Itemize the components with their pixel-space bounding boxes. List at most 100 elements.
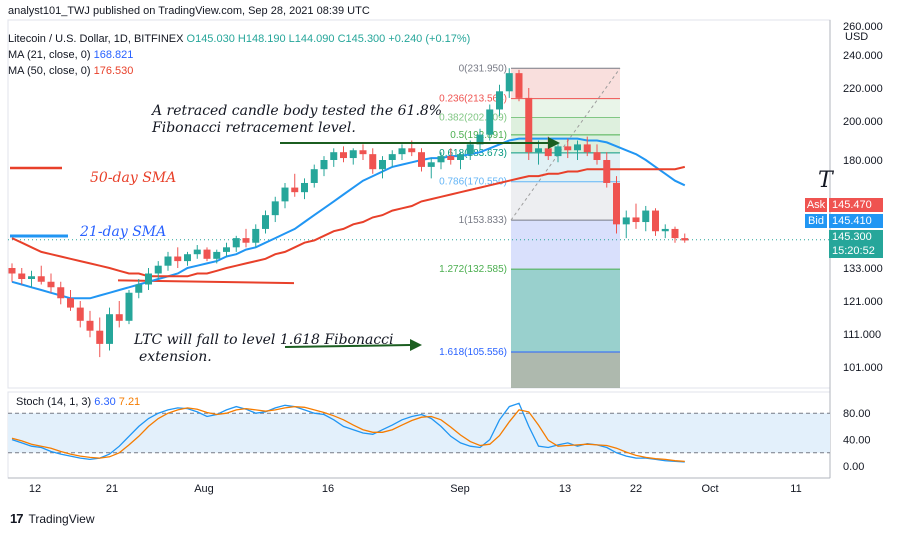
time-axis-tick: 11: [790, 483, 801, 495]
candle-body: [96, 330, 104, 344]
time-axis-tick: Oct: [701, 483, 718, 495]
annotation-arrow: [284, 344, 411, 348]
ask-price-tag: 145.470: [829, 198, 883, 212]
stoch-axis-tick: 40.00: [843, 435, 871, 447]
price-axis-tick: 101.000: [843, 362, 883, 374]
candle-body: [671, 228, 679, 239]
time-axis-tick: 13: [559, 483, 571, 495]
fib-zone: [511, 117, 620, 135]
candle-body: [320, 160, 328, 170]
candle-body: [369, 154, 377, 170]
footer[interactable]: 17 TradingView: [10, 511, 95, 526]
fib-trend-line: [510, 67, 621, 221]
candle-body: [67, 298, 74, 308]
stoch-band: [8, 413, 830, 453]
legend-row-ma21[interactable]: MA (21, close, 0) 168.821: [8, 47, 470, 63]
arrow-head-icon: [410, 339, 422, 351]
candle-body: [613, 182, 620, 225]
fib-level-label: 0.382(202.109): [439, 113, 507, 124]
candle-body: [359, 150, 367, 155]
candle-body: [57, 287, 65, 299]
symbol-label[interactable]: Litecoin / U.S. Dollar, 1D, BITFINEX: [8, 33, 184, 45]
candle-body: [554, 146, 562, 157]
candle-body: [496, 91, 503, 110]
price-axis-tick: 133.000: [843, 263, 883, 275]
fall-annotation: LTC will fall to level 1.618 Fibonacci e…: [134, 332, 393, 366]
candle-body: [76, 307, 84, 321]
time-axis-tick: Sep: [450, 483, 470, 495]
time-axis-tick: Aug: [194, 483, 214, 495]
candle-body: [427, 162, 435, 167]
candle-body: [193, 249, 201, 255]
t-marker: T: [818, 168, 833, 193]
candle-body: [242, 238, 250, 243]
candle-body: [203, 249, 211, 259]
ma50-line: [11, 165, 686, 278]
candle-body: [232, 238, 240, 248]
stoch-d-value: 7.21: [118, 396, 141, 408]
candle-body: [301, 182, 308, 193]
ma21-line: [11, 137, 686, 300]
candle-body: [622, 217, 630, 225]
candle-body: [564, 146, 572, 151]
candle-body: [223, 247, 230, 252]
fib-level-label: 1(153.833): [459, 215, 507, 226]
fib-level-label: 0(231.950): [459, 63, 507, 74]
candle-body: [18, 273, 26, 279]
candle-body: [174, 256, 182, 262]
fib-level-label: 0.786(170.550): [439, 177, 507, 188]
candle-body: [632, 217, 640, 223]
candle-body: [330, 152, 338, 160]
candle-body: [8, 268, 16, 274]
candle-body: [398, 148, 406, 155]
candle-body: [115, 314, 123, 321]
price-axis-tick: 111.000: [843, 329, 881, 341]
time-axis-tick: 21: [106, 483, 118, 495]
stoch-axis-tick: 80.00: [843, 408, 871, 420]
fall-line-2: extension.: [139, 349, 212, 365]
candle-body: [457, 154, 464, 160]
fib-zone: [511, 181, 620, 221]
tradingview-logo-icon: 17: [10, 511, 24, 526]
candle-body: [574, 144, 581, 151]
candle-body: [291, 187, 299, 193]
stoch-label: Stoch (14, 1, 3): [16, 396, 92, 408]
fib-zone: [511, 269, 620, 352]
candle-body: [418, 152, 425, 167]
candle-body: [437, 156, 445, 163]
price-axis-tick: 180.000: [843, 155, 883, 167]
stoch-legend[interactable]: Stoch (14, 1, 3) 6.30 7.21: [16, 394, 140, 410]
fib-zone: [511, 220, 620, 270]
fib-zone: [511, 68, 620, 99]
legend-panel: Litecoin / U.S. Dollar, 1D, BITFINEX O14…: [8, 31, 470, 79]
candle-body: [252, 228, 260, 243]
fib-level-label: 0.236(213.564): [439, 94, 507, 105]
candle-body: [37, 276, 45, 282]
price-axis-tick: 240.000: [843, 50, 883, 62]
candle-body: [544, 148, 552, 157]
sma21-annotation: 21-day SMA: [80, 224, 167, 240]
candle-body: [164, 256, 172, 266]
currency-label: USD: [845, 31, 869, 43]
retrace-line-2: Fibonacci retracement level.: [152, 120, 356, 136]
fib-zone: [511, 351, 620, 388]
price-axis-tick: 260.000: [843, 21, 883, 33]
published-header: analyst101_TWJ published on TradingView.…: [8, 5, 370, 17]
price-axis-tick: 200.000: [843, 116, 883, 128]
fib-zone: [511, 98, 620, 118]
legend-row-ma50[interactable]: MA (50, close, 0) 176.530: [8, 63, 470, 79]
bid-label: Bid: [805, 214, 827, 228]
candle-body: [447, 156, 455, 160]
candle-body: [28, 276, 35, 279]
candle-body: [106, 314, 113, 344]
stoch-axis-tick: 0.00: [843, 461, 864, 473]
stoch-d-line: [11, 405, 685, 463]
candle-body: [515, 73, 523, 98]
time-axis-tick: 16: [322, 483, 334, 495]
price-axis-tick: 220.000: [843, 83, 883, 95]
candle-body: [213, 251, 221, 259]
candle-body: [486, 109, 494, 135]
candle-body: [583, 144, 591, 153]
candle-body: [476, 134, 484, 145]
